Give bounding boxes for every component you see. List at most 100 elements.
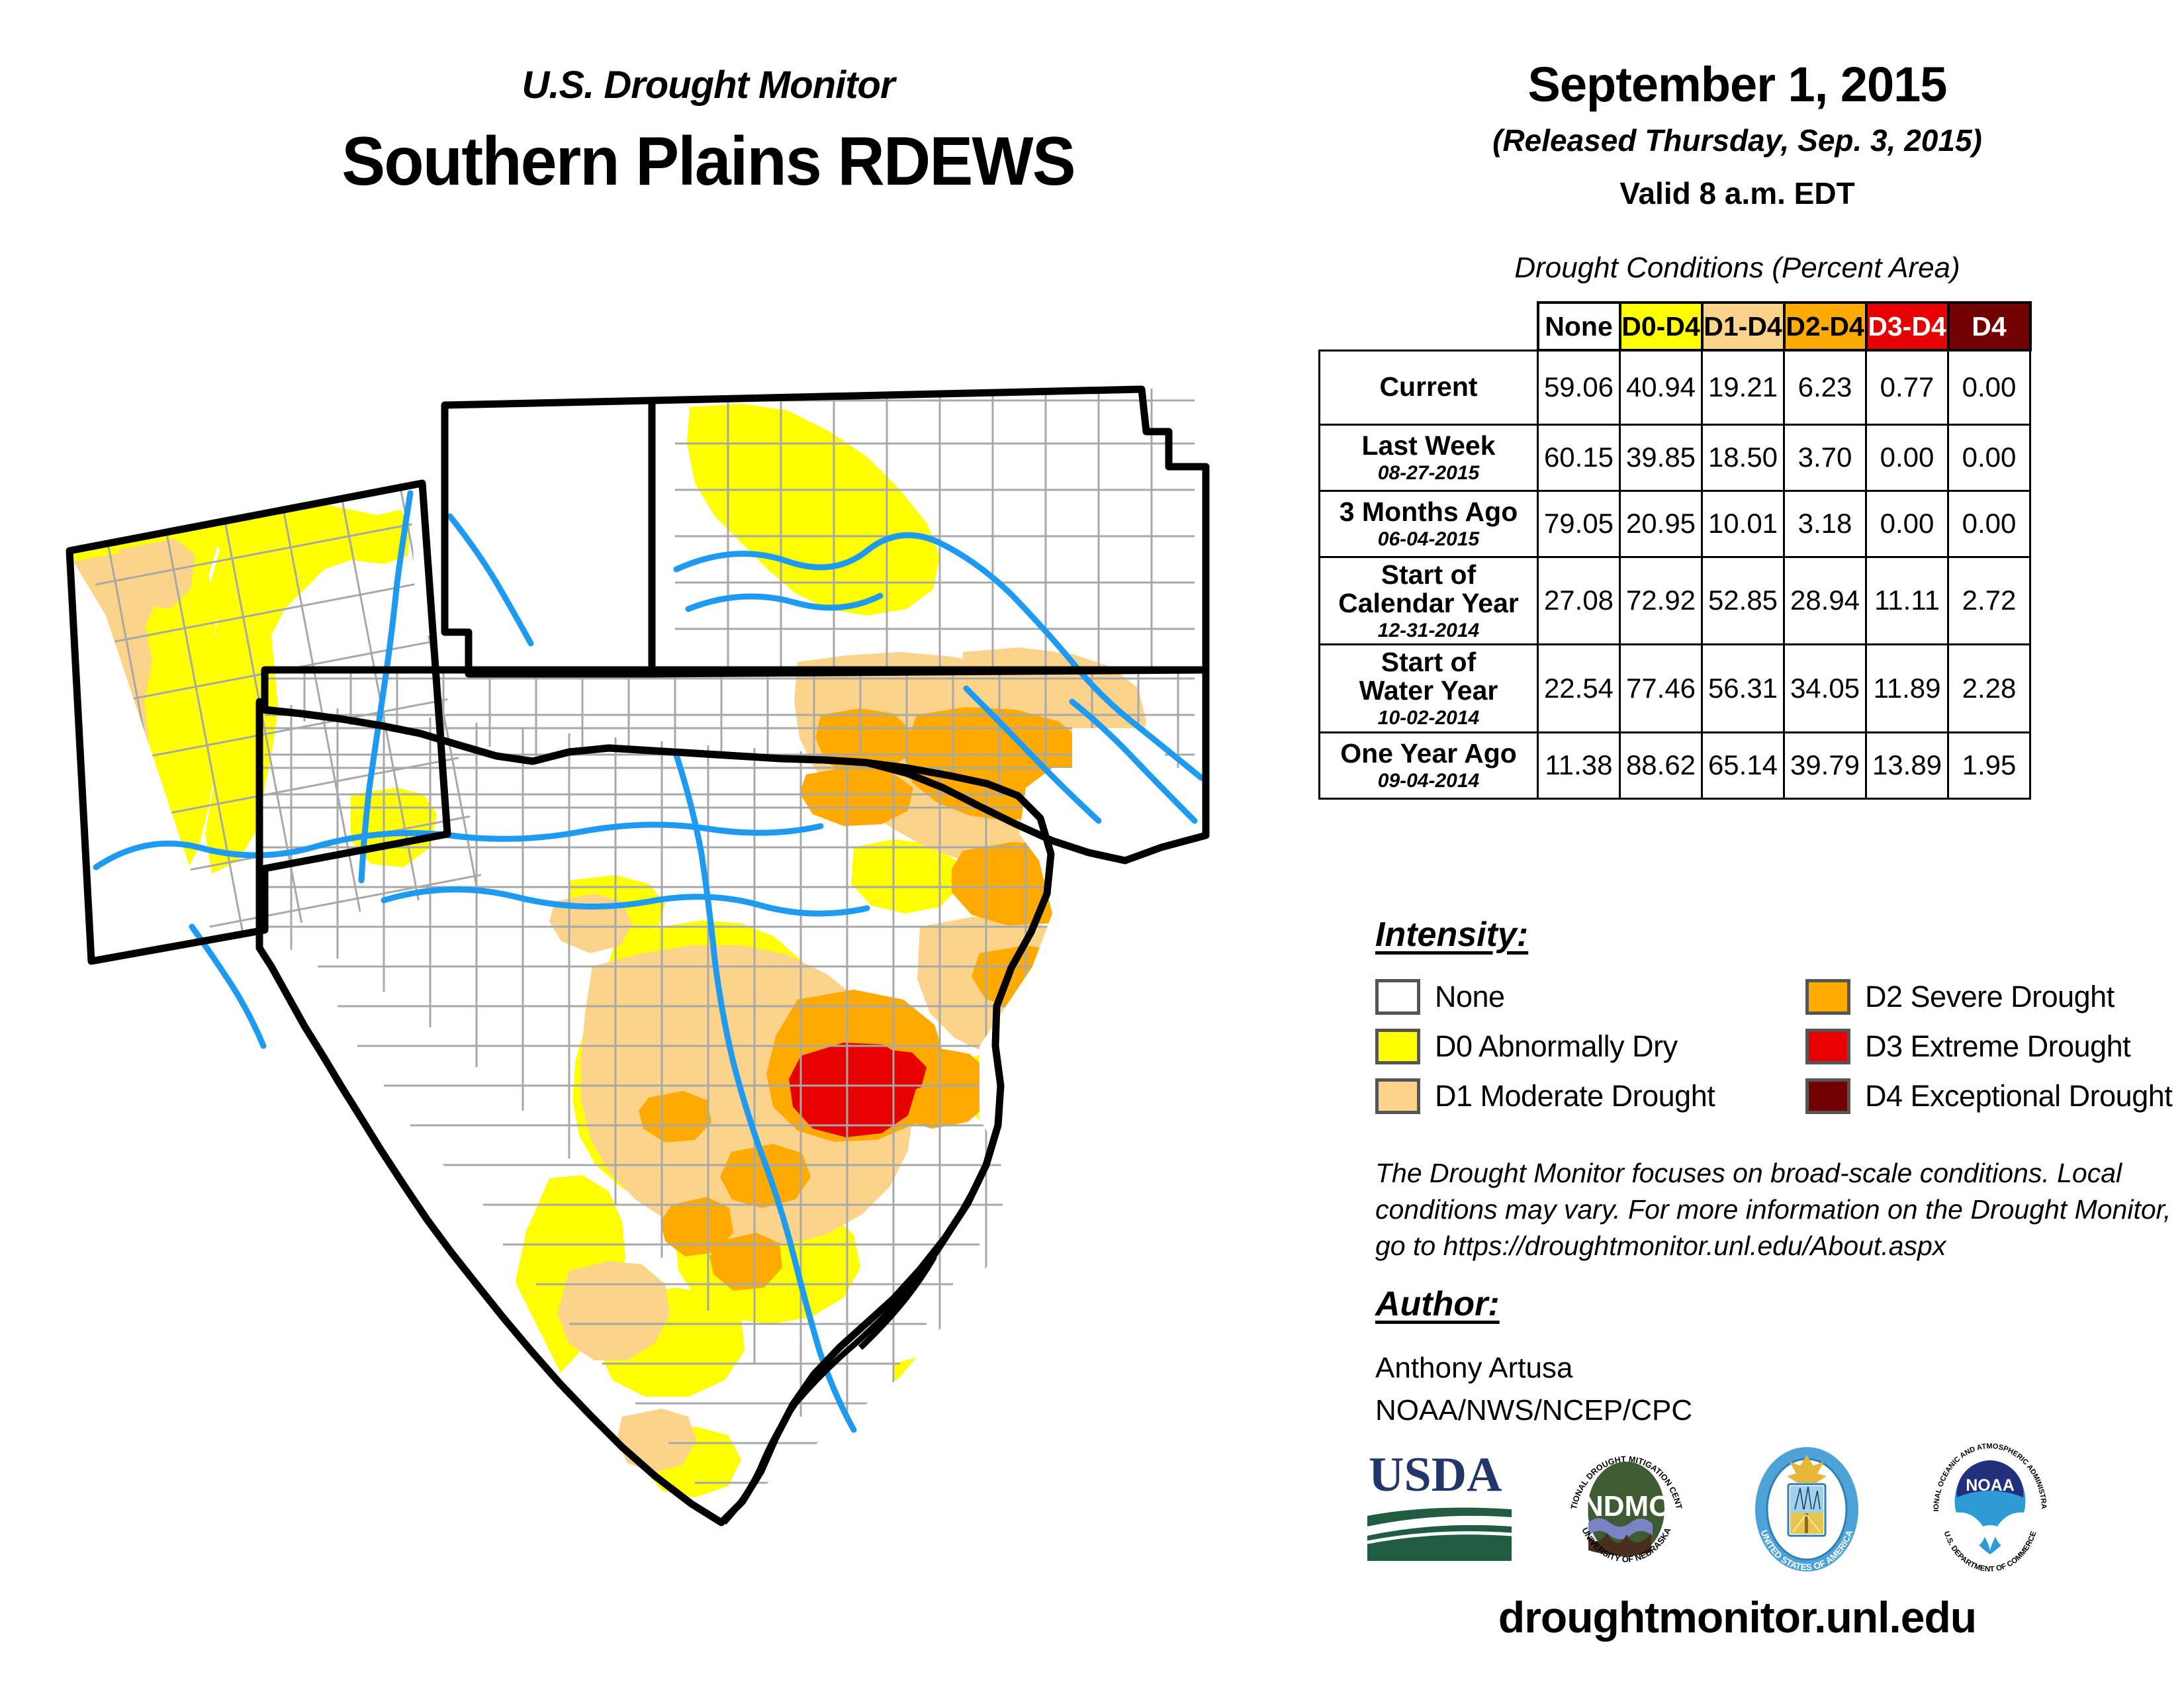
cell-d3-d4: 0.00 (1865, 423, 1949, 492)
row-label: 3 Months Ago 06-04-2015 (1318, 489, 1539, 558)
noaa-logo: NOAA NATIONAL OCEANIC AND ATMOSPHERIC AD… (1920, 1437, 2058, 1579)
table-corner-cell (1320, 303, 1538, 350)
drought-conditions-table: None D0-D4 D1-D4 D2-D4 D3-D4 D4 Current 5… (1318, 301, 2032, 800)
cell-d3-d4: 0.77 (1865, 349, 1949, 426)
cell-d4: 2.72 (1947, 555, 2031, 646)
row-label: Start of Water Year 10-02-2014 (1318, 643, 1539, 733)
cell-d4: 0.00 (1947, 423, 2031, 492)
cell-none: 59.06 (1537, 349, 1621, 426)
legend-swatch-icon (1805, 1078, 1850, 1114)
cell-d1-d4: 52.85 (1701, 555, 1785, 646)
row-date: 06-04-2015 (1377, 528, 1480, 550)
legend-item-none: None (1375, 978, 1805, 1015)
cell-d4: 1.95 (1947, 731, 2031, 800)
legend-label: None (1435, 979, 1505, 1013)
cell-d2-d4: 6.23 (1783, 349, 1867, 426)
legend-swatch-icon (1805, 1028, 1850, 1064)
doc-seal-logo: DEPARTMENT OF COMMERCE UNITED STATES OF … (1741, 1439, 1873, 1579)
disclaimer-text: The Drought Monitor focuses on broad-sca… (1375, 1158, 2171, 1261)
cell-d1-d4: 10.01 (1701, 489, 1785, 558)
table-row: One Year Ago 09-04-2014 11.38 88.62 65.14 39.… (1318, 731, 2031, 800)
valid-time: Valid 8 a.m. EDT (1619, 176, 1855, 211)
intensity-legend: None D2 Severe Drought D0 Abnormally Dry D3… (1375, 972, 2173, 1121)
legend-label: D0 Abnormally Dry (1435, 1029, 1678, 1063)
legend-label: D4 Exceptional Drought (1865, 1078, 2173, 1113)
cell-d0-d4: 39.85 (1619, 423, 1703, 492)
legend-item-d1: D1 Moderate Drought (1375, 1078, 1805, 1114)
legend-item-d3: D3 Extreme Drought (1805, 1028, 2156, 1064)
border-colorado (441, 397, 656, 678)
cell-d2-d4: 28.94 (1783, 555, 1867, 646)
table-row: Last Week 08-27-2015 60.15 39.85 18.50 3.70 0.… (1318, 423, 2031, 492)
col-header-none: None (1536, 301, 1621, 352)
col-header-d3-d4: D3-D4 (1864, 301, 1950, 352)
intensity-heading: Intensity: (1375, 915, 1529, 954)
cell-d2-d4: 3.18 (1783, 489, 1867, 558)
row-date: 10-02-2014 (1377, 707, 1480, 729)
legend-swatch-icon (1375, 1078, 1420, 1114)
drought-map (40, 265, 1297, 1556)
cell-d4: 0.00 (1947, 349, 2031, 426)
table-caption: Drought Conditions (Percent Area) (1514, 252, 1960, 284)
svg-text:NDMC: NDMC (1582, 1490, 1670, 1523)
legend-swatch-icon (1375, 978, 1420, 1015)
cell-d2-d4: 34.05 (1783, 643, 1867, 733)
usda-logo: USDA (1363, 1443, 1516, 1572)
cell-d3-d4: 11.89 (1865, 643, 1949, 733)
cell-d0-d4: 20.95 (1619, 489, 1703, 558)
site-url: droughtmonitor.unl.edu (1498, 1593, 1977, 1642)
table-header-row: None D0-D4 D1-D4 D2-D4 D3-D4 D4 (1320, 301, 2032, 352)
gulf-coastline (721, 1164, 989, 1525)
cell-none: 11.38 (1537, 731, 1621, 800)
cell-d4: 0.00 (1947, 489, 2031, 558)
table-row: Start of Water Year 10-02-2014 22.54 77.46 56… (1318, 643, 2031, 733)
cell-d1-d4: 56.31 (1701, 643, 1785, 733)
legend-item-d2: D2 Severe Drought (1805, 978, 2156, 1015)
legend-label: D1 Moderate Drought (1435, 1078, 1715, 1113)
row-date: 08-27-2015 (1377, 461, 1480, 484)
row-date: 09-04-2014 (1377, 769, 1480, 792)
cell-d1-d4: 19.21 (1701, 349, 1785, 426)
cell-d3-d4: 13.89 (1865, 731, 1949, 800)
col-header-d2-d4: D2-D4 (1782, 301, 1868, 352)
cell-d0-d4: 72.92 (1619, 555, 1703, 646)
svg-text:USDA: USDA (1369, 1448, 1502, 1502)
legend-label: D2 Severe Drought (1865, 979, 2115, 1013)
legend-item-d4: D4 Exceptional Drought (1805, 1078, 2173, 1114)
author-block: Anthony Artusa NOAA/NWS/NCEP/CPC (1375, 1347, 1692, 1432)
cell-d3-d4: 0.00 (1865, 489, 1949, 558)
cell-none: 22.54 (1537, 643, 1621, 733)
legend-item-d0: D0 Abnormally Dry (1375, 1028, 1805, 1064)
table-row: Current 59.06 40.94 19.21 6.23 0.77 0.00 (1318, 349, 2031, 426)
page-subtitle: U.S. Drought Monitor (522, 64, 895, 107)
table-row: Start of Calendar Year 12-31-2014 27.08 72.9… (1318, 555, 2031, 646)
cell-d1-d4: 18.50 (1701, 423, 1785, 492)
cell-d1-d4: 65.14 (1701, 731, 1785, 800)
cell-d4: 2.28 (1947, 643, 2031, 733)
cell-d0-d4: 40.94 (1619, 349, 1703, 426)
logo-row: USDA NDMC NATIONAL DROUGHT MITIGATION CE (1363, 1436, 2144, 1575)
table-body: Current 59.06 40.94 19.21 6.23 0.77 0.00 Last W… (1318, 349, 2031, 800)
col-header-d0-d4: D0-D4 (1618, 301, 1704, 352)
border-new-mexico (66, 479, 451, 965)
svg-text:NOAA: NOAA (1966, 1476, 2015, 1495)
cell-d3-d4: 11.11 (1865, 555, 1949, 646)
report-date: September 1, 2015 (1527, 57, 1948, 112)
row-label: Current (1318, 349, 1539, 426)
row-label: One Year Ago 09-04-2014 (1318, 731, 1539, 800)
row-label: Start of Calendar Year 12-31-2014 (1318, 555, 1539, 646)
author-heading: Author: (1375, 1285, 1500, 1323)
cell-none: 27.08 (1537, 555, 1621, 646)
release-date: (Released Thursday, Sep. 3, 2015) (1492, 123, 1982, 158)
cell-none: 60.15 (1537, 423, 1621, 492)
cell-none: 79.05 (1537, 489, 1621, 558)
legend-label: D3 Extreme Drought (1865, 1029, 2131, 1063)
legend-swatch-icon (1805, 978, 1850, 1015)
cell-d2-d4: 39.79 (1783, 731, 1867, 800)
col-header-d4: D4 (1946, 301, 2032, 352)
row-label: Last Week 08-27-2015 (1318, 423, 1539, 492)
ndmc-logo: NDMC NATIONAL DROUGHT MITIGATION CENTER … (1555, 1436, 1694, 1579)
drought-polygons (73, 404, 1146, 1497)
cell-d0-d4: 77.46 (1619, 643, 1703, 733)
